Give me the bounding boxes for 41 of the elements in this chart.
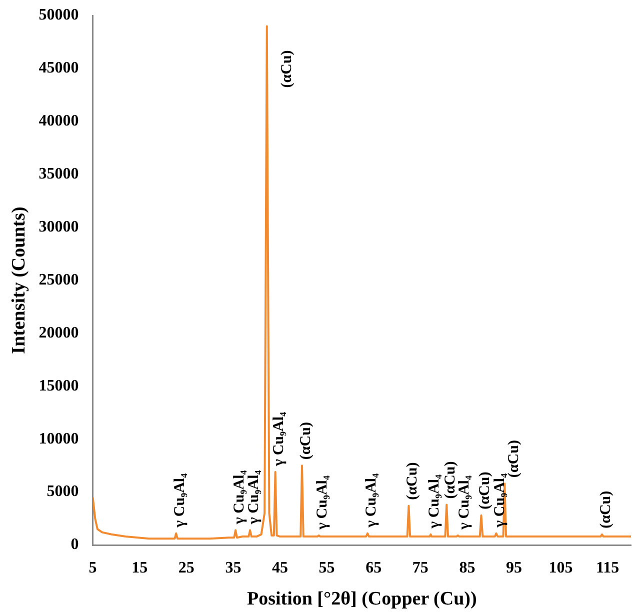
x-tick-label: 45 (272, 560, 288, 577)
x-tick-label: 105 (548, 560, 573, 577)
annotation: γ Cu₉Al₄ (363, 472, 380, 528)
annotation: γ Cu₉Al₄ (271, 412, 288, 467)
y-tick-label: 30000 (38, 218, 79, 236)
y-tick-label: 50000 (38, 6, 79, 24)
y-tick-label: 15000 (38, 377, 79, 394)
x-tick-label: 85 (459, 560, 476, 577)
y-tick-label: 5000 (46, 483, 79, 500)
annotation: γ Cu₉Al₄ (492, 472, 508, 528)
y-tick-label: 25000 (38, 271, 79, 288)
x-tick-label: 65 (366, 560, 382, 577)
x-tick-label: 5 (88, 560, 97, 577)
x-tick-label: 15 (132, 560, 148, 577)
y-tick-label: 45000 (38, 60, 79, 77)
annotation: γ Cu₉Al₄ (456, 475, 472, 530)
y-tick-label: 20000 (38, 324, 79, 342)
annotation: γ Cu₉Al₄ (231, 470, 248, 526)
x-tick-label: 75 (412, 560, 428, 577)
y-tick-label: 0 (70, 536, 79, 554)
annotation: (αCu) (404, 462, 421, 500)
x-axis-title: Position [°2θ] (Copper (Cu)) (246, 588, 477, 610)
x-tick-label: 115 (596, 560, 620, 577)
annotation: γ Cu₉Al₄ (172, 472, 188, 528)
annotation: γ Cu₉Al₄ (426, 474, 443, 530)
annotation: (αCu) (598, 490, 614, 528)
x-tick-label: 95 (506, 560, 522, 577)
annotation: (αCu) (298, 422, 314, 460)
x-tick-label: 55 (318, 560, 335, 577)
annotation: (αCu) (477, 472, 494, 510)
x-tick-label: 25 (178, 560, 194, 577)
x-tick-label: 35 (225, 560, 242, 577)
y-tick-label: 35000 (38, 166, 79, 183)
annotation: γ Cu₉Al₄ (314, 475, 331, 530)
annotation: (αCu) (442, 461, 458, 499)
y-tick-label: 40000 (38, 112, 79, 130)
y-axis-title: Intensity (Counts) (8, 206, 30, 354)
annotation: γ Cu₉Al₄ (246, 470, 262, 526)
annotation: (αCu) (506, 440, 522, 478)
y-tick-label: 10000 (38, 430, 79, 448)
annotation: (αCu) (278, 50, 295, 88)
